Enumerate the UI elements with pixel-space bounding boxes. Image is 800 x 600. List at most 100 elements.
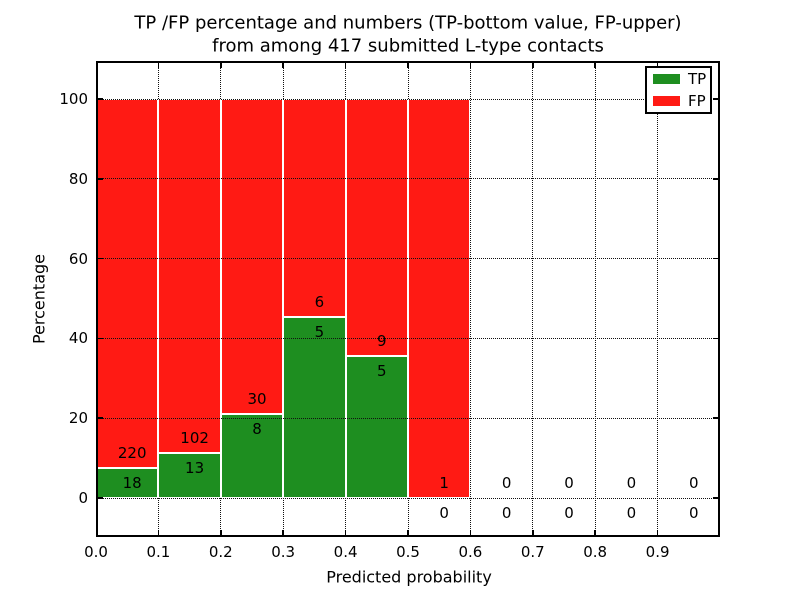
tp-count-label: 0: [564, 504, 574, 522]
gridline-horizontal: [96, 417, 720, 419]
x-tick-label: 0.4: [333, 543, 358, 561]
plot-area: TP FP 220 18 102 13 30 8 6 5 9 5 1 0 0 0 0 0 0 0 0 0: [96, 61, 720, 537]
gridline-horizontal: [96, 178, 720, 180]
bar-segment-fp: [220, 99, 284, 414]
y-tick-right: [713, 497, 720, 499]
gridline-horizontal: [96, 258, 720, 260]
x-tick-top: [220, 61, 222, 68]
fp-count-label: 220: [117, 443, 147, 462]
fp-count-label: 102: [180, 428, 209, 447]
bar-segment-tp: [96, 467, 159, 498]
x-tick-label: 0.8: [583, 543, 608, 561]
fp-count-label: 0: [626, 474, 637, 492]
x-tick-bottom: [220, 530, 222, 537]
x-tick-top: [96, 61, 98, 68]
x-tick-label: 0.2: [208, 543, 233, 561]
x-tick-label: 0.9: [645, 543, 670, 561]
gridline-vertical: [532, 61, 534, 537]
fp-count-label: 1: [439, 474, 449, 492]
bar-segment-fp: [283, 99, 346, 317]
x-tick-bottom: [532, 530, 534, 537]
y-tick-left: [96, 337, 103, 340]
y-tick-right: [713, 417, 720, 419]
gridline-vertical: [657, 61, 659, 537]
y-tick-right: [713, 98, 720, 100]
tp-count-label: 18: [122, 473, 142, 492]
x-tick-label: 0.1: [146, 543, 171, 561]
y-tick-right: [713, 337, 720, 340]
x-tick-top: [282, 61, 284, 68]
x-tick-bottom: [594, 530, 596, 537]
y-tick-right: [713, 178, 720, 180]
fp-count-label: 0: [564, 474, 574, 492]
fp-count-label: 9: [377, 331, 387, 350]
tp-count-label: 0: [439, 504, 449, 522]
x-axis-label: Predicted probability: [326, 567, 492, 587]
tp-count-label: 5: [377, 361, 387, 380]
bar-segment-tp: [283, 316, 346, 498]
bar-segment-tp: [220, 414, 284, 498]
gridline-horizontal: [96, 337, 720, 339]
y-tick-label: 60: [68, 249, 88, 268]
x-tick-bottom: [407, 530, 409, 537]
tp-count-label: 0: [689, 504, 699, 522]
y-tick-left: [96, 497, 103, 499]
chart-title-line1: TP /FP percentage and numbers (TP-bottom…: [134, 12, 682, 34]
bar-segment-tp: [345, 355, 408, 498]
x-tick-top: [532, 61, 534, 68]
y-tick-left: [96, 257, 103, 260]
legend-swatch-fp: [653, 96, 680, 106]
bar-segment-fp: [96, 99, 159, 468]
fp-count-label: 30: [247, 390, 267, 408]
x-tick-bottom: [96, 530, 98, 537]
x-tick-top: [407, 61, 409, 68]
bar-segment-fp: [408, 99, 471, 498]
x-tick-bottom: [469, 530, 472, 537]
x-tick-label: 0.6: [458, 543, 483, 561]
y-tick-label: 80: [68, 169, 88, 188]
tp-count-label: 8: [252, 420, 262, 438]
x-tick-bottom: [656, 530, 659, 537]
tp-count-label: 13: [185, 458, 205, 477]
legend-row-tp: TP: [653, 69, 707, 88]
tp-count-label: 0: [626, 504, 637, 522]
y-tick-label: 0: [78, 489, 88, 507]
gridline-vertical: [469, 61, 471, 537]
x-tick-top: [157, 61, 160, 68]
x-tick-top: [594, 61, 596, 68]
gridline-horizontal: [96, 497, 720, 499]
fp-count-label: 0: [689, 474, 699, 492]
y-tick-left: [96, 178, 103, 180]
tp-count-label: 0: [501, 504, 512, 522]
bar-segment-tp: [158, 452, 221, 498]
x-tick-label: 0.0: [84, 543, 108, 561]
x-tick-bottom: [282, 530, 284, 537]
x-tick-label: 0.3: [271, 543, 296, 561]
y-tick-right: [713, 257, 720, 260]
bar-segment-fp: [345, 99, 408, 356]
x-tick-label: 0.7: [520, 543, 545, 561]
x-tick-label: 0.5: [396, 543, 420, 561]
y-tick-label: 40: [68, 329, 88, 348]
fp-count-label: 0: [501, 474, 512, 492]
y-tick-label: 100: [59, 90, 88, 108]
gridline-vertical: [594, 61, 596, 537]
x-tick-bottom: [157, 530, 160, 537]
legend: TP FP: [645, 66, 712, 114]
legend-swatch-tp: [653, 74, 680, 84]
x-tick-bottom: [344, 530, 347, 537]
legend-row-fp: FP: [653, 91, 706, 110]
x-tick-top: [656, 61, 659, 68]
chart-title-line2: from among 417 submitted L-type contacts: [212, 35, 604, 57]
legend-label-tp: TP: [688, 69, 707, 88]
x-tick-top: [344, 61, 347, 68]
y-tick-left: [96, 417, 103, 419]
fp-count-label: 6: [314, 292, 325, 311]
gridline-horizontal: [96, 98, 720, 100]
bar-segment-fp: [158, 99, 221, 453]
legend-label-fp: FP: [688, 91, 706, 110]
y-tick-label: 20: [68, 409, 88, 428]
x-tick-top: [469, 61, 472, 68]
y-tick-left: [96, 98, 103, 100]
